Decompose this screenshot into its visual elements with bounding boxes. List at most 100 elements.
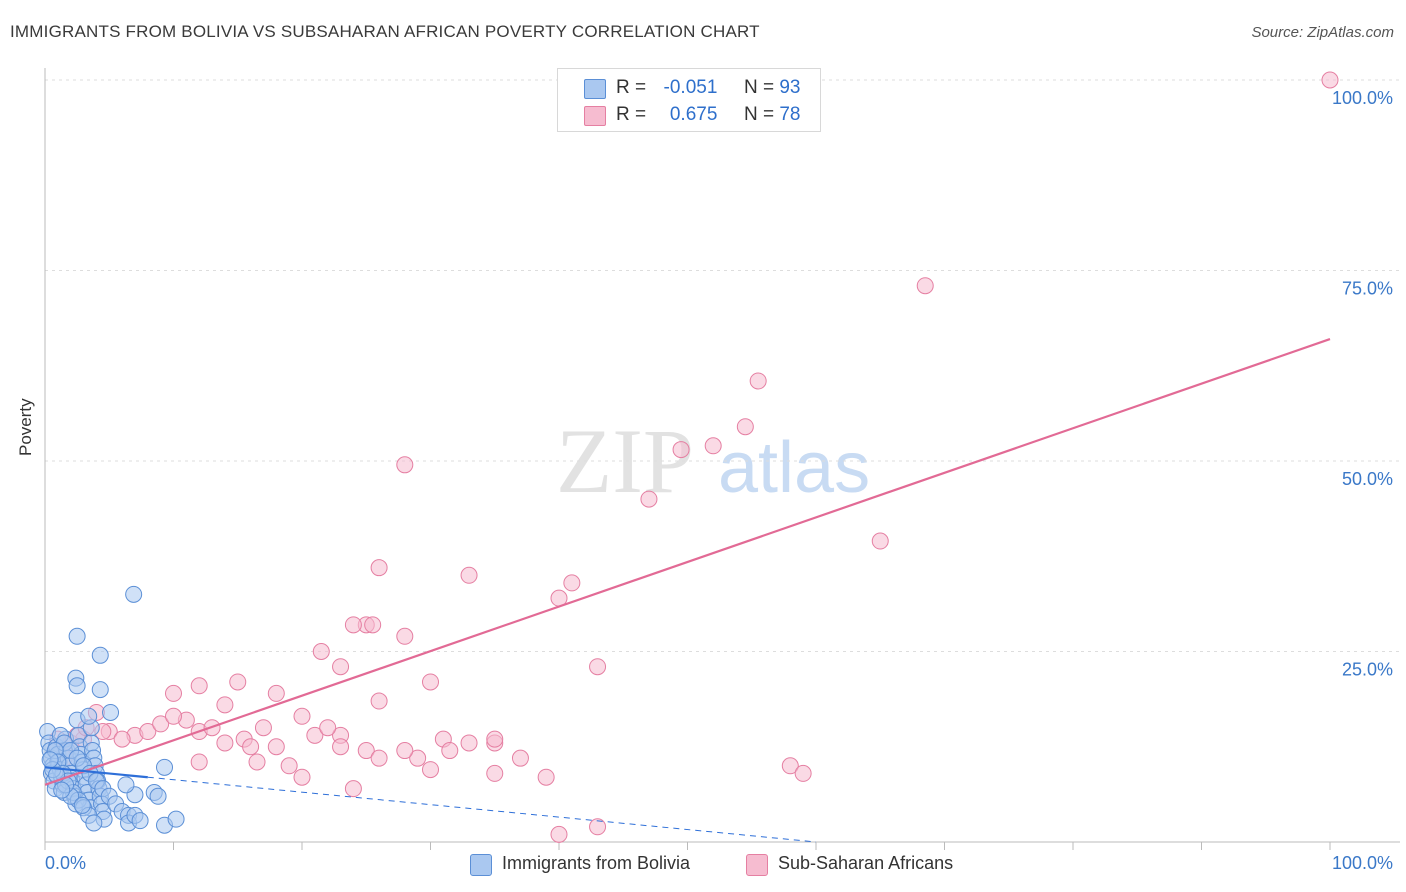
ssa-point [672, 441, 690, 459]
legend-r-label: R = [616, 77, 647, 98]
ssa-point [370, 749, 388, 767]
bolivia-point [85, 814, 103, 832]
legend-swatch-ssa [584, 106, 606, 126]
bolivia-point [167, 810, 185, 828]
chart-source: Source: ZipAtlas.com [1251, 24, 1394, 41]
ssa-point [248, 753, 266, 771]
bolivia-point [102, 703, 120, 721]
ssa-point [216, 696, 234, 714]
ssa-point [312, 643, 330, 660]
bolivia-point [73, 796, 91, 814]
legend-n-label: N = [743, 77, 775, 98]
ssa-point [396, 456, 414, 474]
ssa-point [916, 277, 934, 295]
legend-n-label: N = [743, 104, 775, 125]
ssa-point [396, 627, 414, 645]
ssa-point [267, 738, 285, 756]
series-legend: Immigrants from Bolivia Sub-Saharan Afri… [0, 852, 1406, 878]
ssa-point [736, 418, 754, 436]
ssa-point [409, 749, 427, 767]
ssa-point [422, 761, 439, 779]
ssa-point [357, 742, 375, 760]
y-tick-label: 100.0% [1332, 88, 1393, 108]
ssa-point [319, 719, 337, 737]
ssa-point [332, 738, 350, 756]
ssa-point [254, 719, 272, 737]
ssa-point [332, 658, 350, 676]
bolivia-point [41, 751, 59, 769]
legend-r-value-ssa: 0.675 [669, 104, 718, 125]
ssa-point [781, 757, 799, 775]
axes [44, 68, 1400, 850]
ssa-point [113, 730, 131, 748]
ssa-point [537, 768, 555, 786]
ssa-point [190, 753, 208, 771]
bolivia-point [80, 707, 98, 725]
x-tick-label: 0.0% [45, 853, 86, 873]
ssa-point [165, 707, 182, 725]
y-axis-label: Poverty [16, 398, 35, 456]
legend-swatch-bolivia [584, 79, 606, 99]
y-tick-label: 25.0% [1342, 660, 1393, 680]
ssa-point [165, 684, 182, 702]
bolivia-point [68, 677, 86, 695]
correlation-legend: R = -0.051 N = 93 R = 0.675 N = 78 [557, 68, 821, 132]
bolivia-point [149, 787, 167, 805]
ssa-point [229, 673, 247, 691]
watermark-atlas: atlas [718, 428, 870, 508]
y-tick-label: 75.0% [1342, 279, 1393, 299]
chart-title: IMMIGRANTS FROM BOLIVIA VS SUBSAHARAN AF… [10, 22, 760, 41]
ssa-point [139, 723, 157, 741]
ssa-point [589, 818, 607, 836]
bolivia-points [39, 585, 185, 834]
ssa-point [871, 532, 889, 550]
bolivia-point [125, 585, 143, 603]
watermark-zip: ZIP [556, 410, 694, 512]
ssa-point [190, 677, 208, 695]
ssa-point [364, 616, 382, 634]
bolivia-point [53, 781, 71, 799]
ssa-point [293, 768, 311, 786]
legend-r-label: R = [616, 104, 647, 125]
ssa-point [704, 437, 722, 455]
bolivia-point [68, 627, 86, 645]
x-tick-label: 100.0% [1332, 853, 1393, 873]
ssa-point [344, 780, 362, 798]
ssa-point [293, 707, 311, 725]
tick-labels: 25.0% 50.0% 75.0% 100.0% 0.0% 100.0% [45, 88, 1393, 873]
ssa-point [370, 692, 388, 710]
bolivia-point [91, 681, 109, 699]
ssa-point [460, 566, 478, 584]
ssa-point [589, 658, 607, 676]
ssa-point [267, 684, 285, 702]
bolivia-point [156, 758, 174, 776]
series-label-bolivia: Immigrants from Bolivia [502, 853, 691, 873]
ssa-trend-line [44, 338, 1331, 786]
ssa-point [486, 764, 504, 782]
ssa-point [306, 726, 324, 744]
ssa-point [749, 372, 767, 390]
ssa-point [216, 734, 234, 752]
ssa-point [460, 734, 478, 752]
ssa-point [511, 749, 529, 767]
series-swatch-ssa [746, 854, 768, 876]
ssa-point [152, 715, 170, 733]
grid-lines [45, 79, 1400, 652]
ssa-point [280, 757, 298, 775]
legend-n-value-ssa: 78 [779, 104, 801, 125]
series-label-ssa: Sub-Saharan Africans [778, 853, 954, 873]
bolivia-trend-extension [147, 776, 817, 843]
bolivia-point [91, 646, 109, 664]
ssa-point [396, 742, 414, 760]
ssa-point [640, 490, 658, 508]
legend-n-value-bolivia: 93 [779, 77, 801, 98]
ssa-point [422, 673, 439, 691]
ssa-point [563, 574, 581, 592]
bolivia-trend-line [44, 766, 148, 779]
bolivia-point [131, 812, 149, 830]
ssa-point [441, 742, 459, 760]
ssa-point [242, 738, 260, 756]
ssa-point [1321, 71, 1339, 89]
ssa-point [794, 764, 812, 782]
